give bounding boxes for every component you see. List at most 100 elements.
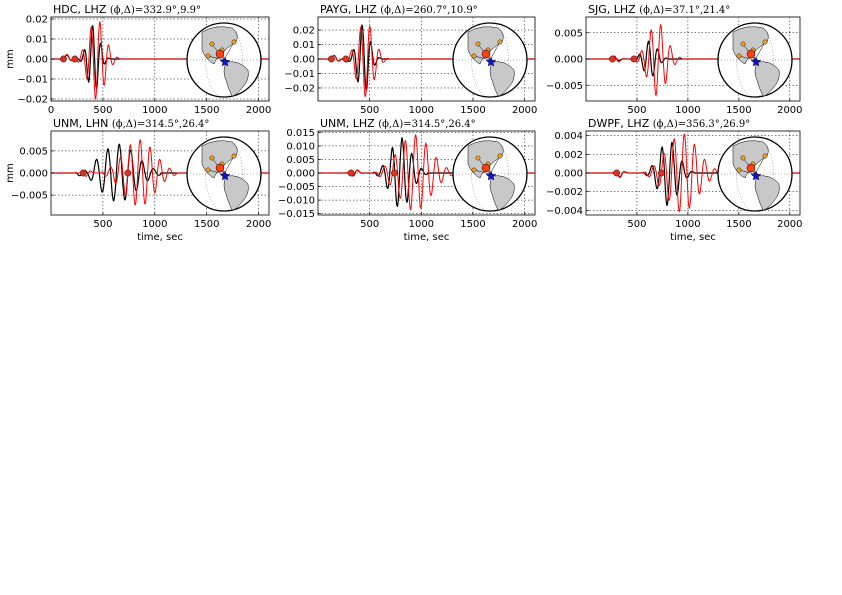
ray-path (738, 55, 756, 61)
y-tick-label: 0.002 (554, 150, 583, 161)
y-tick-label: −0.01 (17, 75, 48, 86)
highlight-station (746, 49, 756, 59)
south-america-shape (754, 175, 780, 211)
highlight-station (215, 163, 225, 173)
station-marker (475, 41, 481, 47)
y-tick-label: 0.02 (293, 26, 315, 37)
arrival-marker (630, 55, 638, 63)
globe-inset (186, 136, 262, 212)
x-tick-label: 1000 (675, 219, 700, 230)
x-tick-label: 1000 (142, 219, 167, 230)
meridian (205, 136, 243, 212)
south-america-shape (489, 175, 515, 211)
station-marker (497, 153, 503, 159)
x-tick-label: 0 (48, 105, 54, 116)
y-tick-label: 0.01 (293, 40, 315, 51)
chart-title: UNM, LHZ (ϕ,Δ)=314.5°,26.4° (320, 117, 476, 130)
globe-inset (452, 22, 528, 98)
arrival-marker (391, 169, 398, 177)
y-tick-label: 0.000 (286, 169, 315, 180)
chart-panel-4: 500 1000 1500 2000 −0.005 0.000 0.005 UNM, LHN … (5, 117, 271, 243)
station-marker (209, 155, 215, 161)
chart-panel-1: 0 500 1000 1500 2000 −0.02 −0.01 0.00 0.01 0.02 HD… (5, 3, 271, 116)
chart-title: HDC, LHZ (ϕ,Δ)=332.9°,9.9° (53, 3, 201, 16)
arrival-marker (613, 169, 620, 177)
event-star (485, 170, 497, 181)
north-america-shape (732, 26, 769, 65)
arrival-marker (71, 55, 79, 63)
title-params: (ϕ,Δ)=314.5°,26.4° (112, 119, 209, 130)
x-tick-label: 2000 (777, 105, 802, 116)
ray-path (738, 169, 756, 175)
arrival-marker (342, 55, 350, 63)
ray-path (207, 55, 225, 61)
ray-path (754, 155, 766, 175)
x-tick-label: 2000 (512, 219, 537, 230)
x-axis-label: time, sec (137, 232, 183, 243)
chart-panel-2: 500 1000 1500 2000 −0.02 −0.01 0.00 0.01 0.02 PAY… (284, 3, 537, 116)
event-star (750, 170, 762, 181)
x-tick-label: 1000 (675, 105, 700, 116)
north-america-shape (467, 140, 504, 179)
arrival-marker (60, 55, 67, 63)
x-tick-label: 1500 (460, 219, 485, 230)
chart-panel-6: 500 1000 1500 2000 −0.004 −0.002 0.000 0.002 0.0… (546, 117, 803, 243)
x-tick-label: 1000 (409, 105, 434, 116)
x-axis-label: time, sec (670, 232, 716, 243)
globe-inset (452, 136, 528, 212)
station-marker (740, 41, 746, 47)
globe-inset (186, 22, 262, 98)
y-tick-label: 0.000 (19, 169, 48, 180)
y-tick-label: 0.004 (554, 131, 583, 142)
chart-title: PAYG, LHZ (ϕ,Δ)=260.7°,10.9° (320, 3, 478, 16)
y-axis-label: mm (5, 49, 16, 68)
ray-path (473, 169, 491, 175)
chart-panel-3: 500 1000 1500 2000 −0.005 0.000 0.005 SJG, LHZ … (546, 3, 803, 116)
event-star (219, 56, 231, 67)
y-axis-label: mm (5, 163, 16, 182)
x-tick-label: 1500 (194, 219, 219, 230)
highlight-station (481, 49, 491, 59)
station-marker (762, 153, 768, 159)
highlight-station (215, 49, 225, 59)
south-america-shape (223, 61, 249, 97)
highlight-station (746, 163, 756, 173)
y-tick-label: −0.010 (278, 196, 315, 207)
station-marker (762, 39, 768, 45)
y-tick-label: −0.005 (11, 191, 48, 202)
x-tick-label: 1500 (726, 105, 751, 116)
title-params: (ϕ,Δ)=332.9°,9.9° (110, 5, 201, 16)
station-marker (471, 167, 477, 173)
meridian (471, 22, 509, 98)
north-america-shape (467, 26, 504, 65)
station-marker (231, 39, 237, 45)
chart-title: SJG, LHZ (ϕ,Δ)=37.1°,21.4° (588, 3, 730, 16)
chart-title: UNM, LHN (ϕ,Δ)=314.5°,26.4° (53, 117, 209, 130)
y-tick-label: 0.005 (19, 146, 48, 157)
x-tick-label: 1000 (142, 105, 167, 116)
x-tick-label: 500 (627, 219, 646, 230)
title-params: (ϕ,Δ)=314.5°,26.4° (378, 119, 475, 130)
station-marker (209, 41, 215, 47)
station-marker (736, 167, 742, 173)
ray-path (489, 41, 501, 61)
y-tick-label: −0.015 (278, 209, 315, 220)
arrival-marker (79, 169, 87, 177)
meridian (736, 136, 774, 212)
station-marker (231, 153, 237, 159)
x-tick-label: 500 (360, 219, 379, 230)
ray-path (754, 41, 766, 61)
meridian (736, 22, 774, 98)
title-params: (ϕ,Δ)=260.7°,10.9° (380, 5, 477, 16)
x-tick-label: 500 (360, 105, 379, 116)
x-tick-label: 1500 (726, 219, 751, 230)
station-marker (205, 167, 211, 173)
arrival-marker (658, 169, 665, 177)
y-tick-label: −0.01 (284, 69, 315, 80)
x-tick-label: 500 (627, 105, 646, 116)
globe-inset (717, 22, 793, 98)
meridian (471, 136, 509, 212)
y-tick-label: 0.010 (286, 141, 315, 152)
y-tick-label: 0.005 (554, 28, 583, 39)
station-marker (475, 155, 481, 161)
